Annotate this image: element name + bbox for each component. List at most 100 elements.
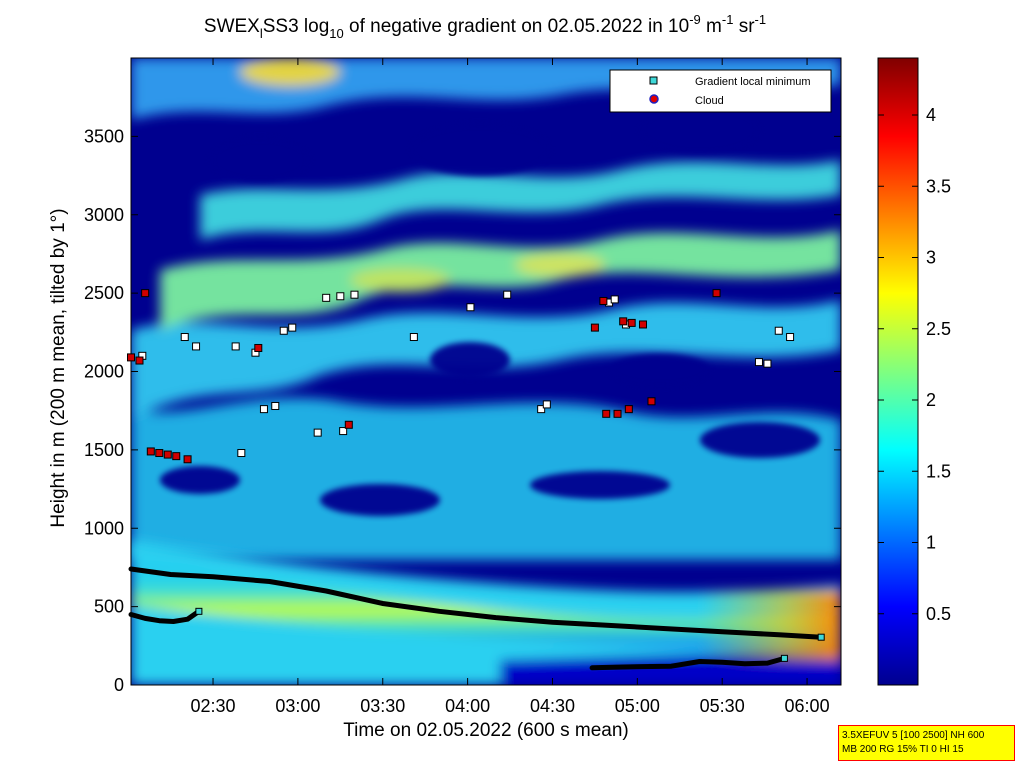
colorbar-ticks: 0.5 1 1.5 2 2.5 3 3.5 4	[878, 105, 951, 624]
gradient-minimum-point	[537, 405, 546, 414]
y-tick-label: 2500	[84, 283, 124, 303]
info-line-2: MB 200 RG 15% TI 0 HI 15	[842, 744, 964, 755]
cloud-point	[155, 449, 164, 458]
gradient-minimum-point	[237, 449, 246, 458]
x-tick-label: 04:30	[530, 696, 575, 716]
gradient-minimum-point	[763, 359, 772, 368]
top-yellow-patch	[240, 58, 340, 86]
mid-band-lower	[131, 397, 841, 560]
plot-area: 02:30 03:00 03:30 04:00 04:30 05:00 05:30 06:00…	[84, 57, 842, 716]
layer-line-1	[128, 608, 202, 624]
x-tick-label: 03:00	[275, 696, 320, 716]
gradient-minimum-point	[231, 342, 240, 351]
gradient-minimum-point	[271, 401, 280, 410]
layer-end-marker-2	[780, 654, 788, 662]
gradient-minimum-point	[754, 358, 763, 367]
cloud-point	[624, 405, 633, 414]
x-tick-label: 02:30	[191, 696, 236, 716]
cloud-point	[619, 317, 628, 326]
y-tick-label: 3500	[84, 126, 124, 146]
cloud-point	[638, 320, 647, 329]
legend-marker-cloud	[649, 94, 659, 104]
legend-box	[609, 69, 832, 113]
gradient-minimum-point	[350, 290, 359, 299]
gradient-minimum-point	[180, 333, 189, 342]
y-tick-label: 1000	[84, 518, 124, 538]
settings-info-box: 3.5XEFUV 5 [100 2500] NH 600 MB 200 RG 1…	[838, 725, 1015, 761]
legend-label-cloud: Cloud	[695, 95, 724, 107]
cloud-point	[146, 447, 155, 456]
y-axis-label: Height in m (200 m mean, tilted by 1°)	[48, 208, 69, 527]
hot-region	[700, 590, 841, 660]
x-axis: 02:30 03:00 03:30 04:00 04:30 05:00 05:30 06:00	[191, 58, 830, 716]
x-tick-label: 06:00	[785, 696, 830, 716]
colorbar-tick-label: 0.5	[926, 604, 951, 624]
x-tick-label: 04:00	[445, 696, 490, 716]
legend-marker-minimum	[649, 76, 658, 85]
chart-title: SWEXlSS3 log10 of negative gradient on 0…	[204, 12, 766, 41]
y-tick-label: 0	[114, 675, 124, 695]
gradient-layers	[128, 566, 825, 671]
x-tick-label: 05:30	[700, 696, 745, 716]
gradient-minimum-point	[774, 326, 783, 335]
layer-line-2	[589, 655, 787, 671]
colorbar-tick-label: 1	[926, 533, 936, 553]
heatmap-field	[131, 58, 841, 685]
x-axis-label: Time on 02.05.2022 (600 s mean)	[343, 720, 629, 741]
legend-label-minimum: Gradient local minimum	[695, 76, 811, 88]
legend: Gradient local minimum Cloud	[609, 69, 832, 113]
x-tick-label: 05:00	[615, 696, 660, 716]
cloud-point	[627, 318, 636, 327]
gradient-minimum-point	[610, 295, 619, 304]
gradient-minimum-point	[503, 290, 512, 299]
cloud-point	[127, 353, 135, 362]
y-tick-label: 2000	[84, 362, 124, 382]
cloud-point	[647, 397, 656, 406]
upper-band-2	[200, 160, 841, 240]
colorbar-tick-label: 3.5	[926, 176, 951, 196]
colorbar-tick-label: 2.5	[926, 319, 951, 339]
x-tick-label: 03:30	[360, 696, 405, 716]
mid-yellow-patch	[515, 253, 605, 277]
y-tick-label: 3000	[84, 205, 124, 225]
gradient-minimum-point	[336, 292, 345, 301]
y-tick-label: 500	[94, 597, 124, 617]
colorbar: 0.5 1 1.5 2 2.5 3 3.5 4	[877, 57, 951, 686]
colorbar-tick-label: 2	[926, 390, 936, 410]
cloud-point	[602, 409, 611, 418]
gradient-minimum-point	[288, 323, 297, 332]
cloud-point	[712, 289, 721, 298]
gradient-minima-markers	[138, 290, 795, 458]
cloud-point	[590, 323, 599, 332]
layer-line-0	[128, 566, 824, 640]
gradient-minimum-point	[313, 428, 322, 437]
gradient-minimum-point	[322, 293, 331, 302]
cloud-point	[599, 296, 608, 305]
colorbar-gradient	[877, 57, 919, 686]
gradient-minimum-point	[542, 400, 551, 409]
layer-end-marker-0	[817, 633, 825, 641]
cloud-point	[344, 420, 353, 429]
cloud-point	[254, 343, 263, 352]
layer-end-marker-1	[195, 607, 203, 615]
colorbar-tick-label: 4	[926, 105, 936, 125]
gradient-minimum-point	[339, 427, 348, 436]
colorbar-tick-label: 1.5	[926, 461, 951, 481]
upper-band	[160, 230, 841, 330]
info-line-1: 3.5XEFUV 5 [100 2500] NH 600	[842, 730, 985, 741]
cloud-point	[141, 289, 150, 298]
cloud-point	[183, 455, 192, 464]
gradient-minimum-point	[279, 326, 288, 335]
cloud-point	[135, 356, 144, 365]
colorbar-tick-label: 3	[926, 248, 936, 268]
gradient-minimum-point	[259, 405, 268, 414]
cloud-point	[613, 409, 622, 418]
gradient-minimum-point	[192, 342, 201, 351]
y-tick-label: 1500	[84, 440, 124, 460]
cloud-markers	[127, 289, 721, 464]
cloud-point	[163, 450, 172, 459]
mid-yellow-patch-2	[350, 268, 450, 292]
gradient-minimum-point	[786, 333, 795, 342]
y-axis: 0 500 1000 1500 2000 2500 3000 3500	[84, 126, 841, 695]
